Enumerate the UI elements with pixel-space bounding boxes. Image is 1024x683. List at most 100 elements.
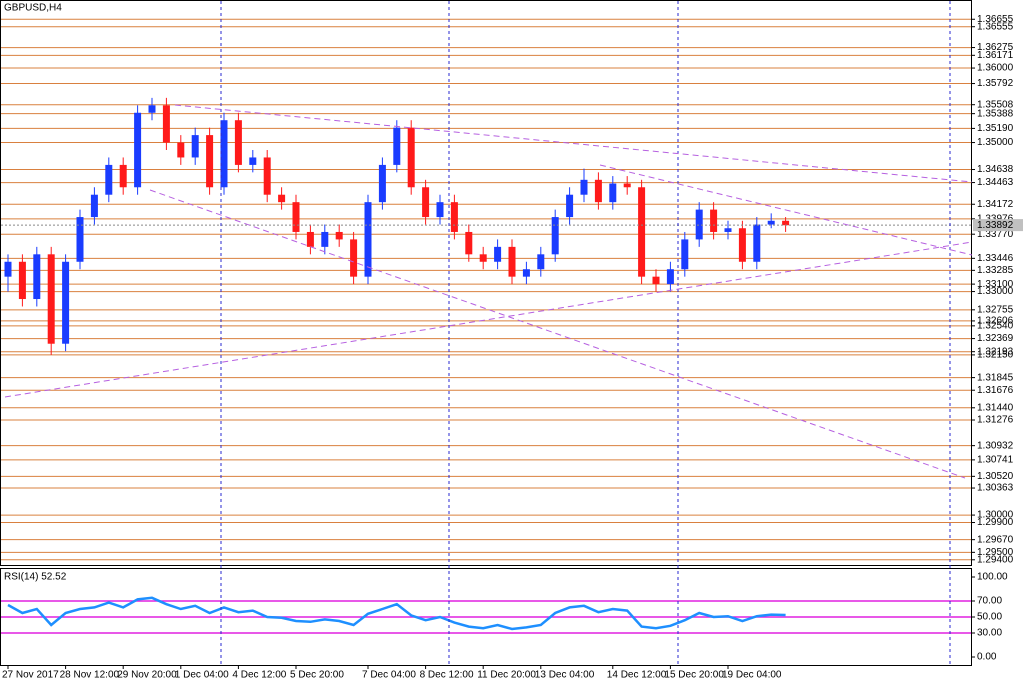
candle-body (350, 239, 358, 277)
y-tick-label: 1.35388 (977, 108, 1014, 119)
y-tick-label: 1.31845 (977, 372, 1014, 383)
y-tick-label: 1.36275 (977, 42, 1014, 53)
y-tick-label: 1.35190 (977, 123, 1014, 134)
candle-body (738, 228, 746, 262)
y-tick-label: 1.29400 (977, 554, 1014, 565)
candle-body (378, 164, 386, 203)
candle-body (724, 228, 732, 232)
candle-body (47, 254, 55, 344)
rsi-title: RSI(14) 52.52 (4, 572, 67, 583)
y-tick-label: 1.36000 (977, 63, 1014, 74)
y-tick-label: 1.29670 (977, 534, 1014, 545)
y-tick-label: 1.30363 (977, 483, 1014, 494)
candle-body (263, 157, 271, 195)
trend-line (4, 241, 973, 398)
candle-body (710, 209, 718, 232)
last-price-box (973, 219, 1023, 232)
candle-body (306, 231, 314, 247)
x-tick-label: 11 Dec 20:00 (477, 670, 536, 681)
y-tick-label: 1.32606 (977, 316, 1014, 327)
candle-body (537, 254, 545, 270)
candle-body (4, 261, 12, 277)
candle-body (105, 164, 113, 195)
y-tick-label: 0.00 (977, 652, 997, 663)
candle-body (566, 194, 574, 218)
candle-body (191, 135, 199, 158)
y-tick-label: 1.30000 (977, 510, 1014, 521)
trend-line (149, 189, 966, 479)
x-tick-label: 7 Dec 04:00 (362, 670, 416, 681)
y-tick-label: 30.00 (977, 628, 1002, 639)
candle-body (220, 120, 228, 188)
y-tick-label: 1.30932 (977, 440, 1014, 451)
y-tick-label: 1.31676 (977, 385, 1014, 396)
candle-body (393, 127, 401, 165)
candle-body (695, 209, 703, 240)
candle-body (494, 246, 502, 262)
x-tick-label: 29 Nov 20:00 (117, 670, 177, 681)
rsi-line (7, 596, 786, 631)
y-tick-label: 1.33000 (977, 286, 1014, 297)
y-tick-label: 50.00 (977, 612, 1002, 623)
x-tick-label: 5 Dec 20:00 (290, 670, 344, 681)
candle-body (551, 217, 559, 255)
y-tick-label: 1.33446 (977, 253, 1014, 264)
candle-body (508, 246, 516, 277)
y-tick-label: 1.32150 (977, 350, 1014, 361)
y-tick-label: 1.36171 (977, 50, 1014, 61)
candle-body (292, 202, 300, 232)
candle-body (450, 202, 458, 232)
price-pane (0, 0, 972, 566)
candle-body (609, 183, 617, 203)
candle-body (249, 157, 257, 165)
x-tick-label: 13 Dec 04:00 (535, 670, 595, 681)
y-tick-label: 1.35000 (977, 137, 1014, 148)
candle-body (18, 261, 26, 300)
y-tick-label: 1.33770 (977, 229, 1014, 240)
candle-body (148, 105, 156, 113)
trend-line (174, 104, 973, 183)
y-tick-label: 1.36555 (977, 21, 1014, 32)
candle-body (33, 254, 41, 300)
y-tick-label: 1.32540 (977, 320, 1014, 331)
candle-body (335, 231, 343, 240)
candle-body (638, 187, 646, 277)
candle-body (321, 231, 329, 247)
y-tick-label: 1.33285 (977, 265, 1014, 276)
candle-body (134, 112, 142, 188)
y-tick-label: 1.30741 (977, 455, 1014, 466)
candle-body (522, 269, 530, 277)
y-tick-label: 1.30520 (977, 471, 1014, 482)
candle-body (782, 220, 790, 226)
x-tick-label: 8 Dec 12:00 (420, 670, 474, 681)
candle-body (767, 220, 775, 225)
y-tick-label: 1.31276 (977, 415, 1014, 426)
y-tick-label: 1.35508 (977, 99, 1014, 110)
candle-body (407, 127, 415, 188)
candle-body (479, 254, 487, 262)
candle-body (206, 135, 214, 188)
candle-body (234, 120, 242, 165)
y-tick-label: 1.34638 (977, 164, 1014, 175)
candle-body (76, 217, 84, 262)
candle-body (753, 224, 761, 262)
y-tick-label: 1.34172 (977, 199, 1014, 210)
candle-body (436, 202, 444, 218)
y-tick-label: 1.33976 (977, 213, 1014, 224)
candle-body (162, 105, 170, 143)
candle-body (278, 194, 286, 203)
y-tick-label: 1.32369 (977, 333, 1014, 344)
candle-body (681, 239, 689, 270)
y-tick-label: 1.29900 (977, 517, 1014, 528)
candle-body (580, 179, 588, 195)
y-tick-label: 1.32755 (977, 304, 1014, 315)
x-tick-label: 4 Dec 12:00 (232, 670, 286, 681)
y-tick-label: 1.34463 (977, 177, 1014, 188)
y-tick-label: 1.31440 (977, 402, 1014, 413)
y-tick-label: 1.29500 (977, 547, 1014, 558)
y-tick-label: 1.32193 (977, 346, 1014, 357)
candle-body (177, 142, 185, 158)
y-tick-label: 100.00 (977, 572, 1008, 583)
